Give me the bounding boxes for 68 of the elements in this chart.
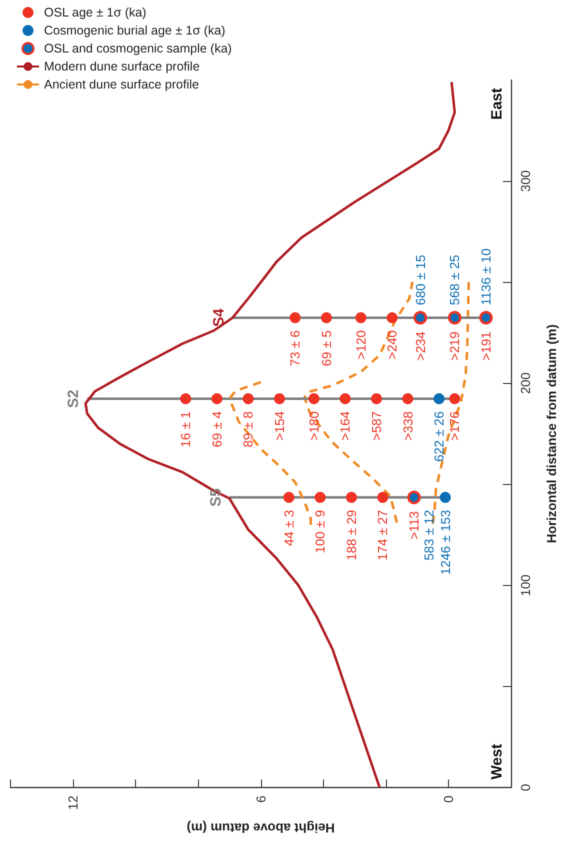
y-tick-label: 200 [518,372,533,394]
annotation: S5 [207,488,224,507]
annotation: 568 ± 25 [447,254,462,306]
point [283,492,294,503]
point [479,310,493,324]
y-tick-label: 100 [518,574,533,596]
data-label: >587 [368,411,384,441]
point [308,393,320,404]
legend-label: OSL and cosmogenic sample (ka) [44,42,232,56]
point [211,393,222,404]
data-label: >113 [406,511,422,540]
data-label: 69 ± 5 [318,330,334,366]
point [320,312,332,324]
data-label: >219 [447,331,462,361]
legend-label: OSL age ± 1σ (ka) [44,6,146,20]
data-label: 73 ± 6 [288,330,303,366]
x-tick-label: 12 [66,796,81,810]
point [440,492,451,503]
data-label: 16 ± 1 [178,411,194,448]
point [274,393,286,404]
data-label: 69 ± 4 [209,411,224,448]
data-label: >338 [400,411,416,441]
y-tick-label: 300 [518,170,533,192]
point [340,393,351,404]
point [377,492,388,503]
legend-label: Ancient dune surface profile [44,78,200,92]
point [407,490,421,504]
data-label: 622 ± 26 [432,411,447,462]
x-axis-title: Height above datum (m) [186,820,335,836]
point [449,393,460,404]
annotation: West [488,744,506,780]
annotation: S2 [65,390,82,408]
legend-label: Modern dune surface profile [44,60,200,74]
annotation: East [488,88,506,120]
point [386,312,398,324]
data-label: >120 [353,330,368,360]
point [314,492,326,503]
point [355,312,366,324]
point [290,312,301,324]
data-label: 174 ± 27 [375,510,390,560]
y-tick-label: 0 [518,784,533,792]
point [434,393,445,404]
x-tick-label: 6 [253,796,268,803]
point [448,310,462,324]
data-label: >176 [447,411,462,441]
data-label: 1246 ± 153 [438,510,453,575]
data-label: 188 ± 29 [344,510,359,560]
data-label: >180 [306,411,322,441]
point [346,492,357,503]
data-label: >234 [412,331,428,361]
data-label: >164 [338,411,353,441]
point [402,393,414,404]
x-tick-label: 0 [440,796,456,803]
annotation: 1136 ± 10 [478,248,494,306]
annotation: 680 ± 15 [412,254,428,306]
data-label: 44 ± 3 [281,510,296,546]
point [414,310,428,324]
legend-label: Cosmogenic burial age ± 1σ (ka) [44,24,226,38]
point [242,393,254,404]
annotation: 583 ± 12 [422,510,437,560]
data-label: 100 ± 9 [312,510,328,554]
data-label: 89 ± 8 [240,411,256,448]
point [180,393,192,404]
data-label: >154 [272,411,288,441]
point [371,393,382,404]
data-label: >191 [478,331,494,361]
data-label: >240 [384,330,400,360]
y-axis-title: Horizontal distance from datum (m) [544,324,559,544]
